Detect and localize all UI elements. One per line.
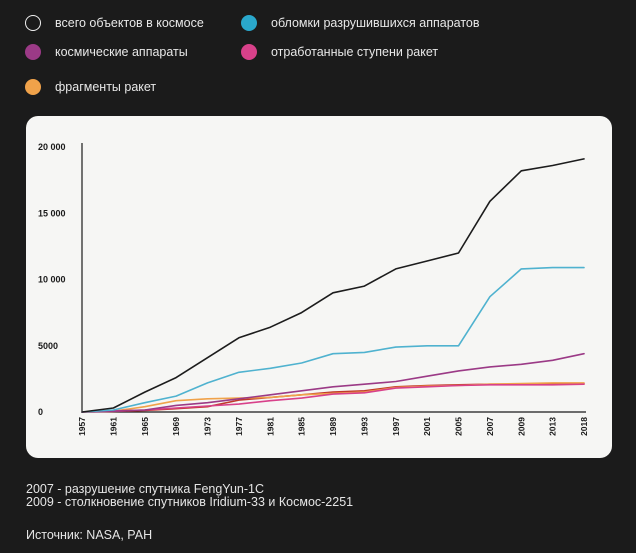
note-2009: 2009 - столкновение спутников Iridium-33…	[26, 495, 354, 509]
y-tick-label: 20 000	[38, 142, 66, 152]
source-note: Источник: NASA, РАН	[26, 528, 153, 542]
legend-item-spacecraft: космические аппараты	[25, 44, 188, 60]
note-2007: 2007 - разрушение спутника FengYun-1C	[26, 482, 264, 496]
legend-swatch-spacecraft	[25, 44, 41, 60]
x-tick-label: 1981	[265, 417, 275, 436]
legend-label-spacecraft: космические аппараты	[55, 45, 188, 59]
x-tick-label: 2018	[579, 417, 589, 436]
x-tick-label: 1993	[359, 417, 369, 436]
series-line	[81, 352, 585, 413]
y-tick-label: 10 000	[38, 275, 66, 285]
x-tick-label: 1989	[328, 417, 338, 436]
x-tick-label: 2001	[422, 417, 432, 436]
x-tick-label: 2009	[516, 417, 526, 436]
line-chart: 20 000 15 000 10 000 5000 0 1957 1961 1965 1969…	[38, 142, 589, 436]
legend-label-debris: обломки разрушившихся аппаратов	[271, 16, 480, 30]
x-tick-label: 1997	[391, 417, 401, 436]
x-tick-label: 2013	[548, 417, 558, 436]
legend-label-total: всего объектов в космосе	[55, 16, 204, 30]
x-tick-label: 1973	[203, 417, 213, 436]
chart-panel: 20 000 15 000 10 000 5000 0 1957 1961 1965 1969…	[26, 116, 612, 458]
legend-label-rocket-bodies: отработанные ступени ракет	[271, 45, 439, 59]
legend-item-rocket-fragments: фрагменты ракет	[25, 79, 156, 95]
x-tick-label: 2007	[485, 417, 495, 436]
x-tick-label: 2005	[454, 417, 464, 436]
y-tick-label: 0	[38, 407, 43, 417]
x-tick-label: 1969	[171, 417, 181, 436]
y-tick-label: 5000	[38, 341, 58, 351]
x-tick-label: 1977	[234, 417, 244, 436]
x-tick-label: 1965	[140, 417, 150, 436]
legend-swatch-debris	[241, 15, 257, 31]
legend-swatch-total	[25, 15, 41, 31]
x-tick-label: 1985	[297, 417, 307, 436]
legend-label-rocket-fragments: фрагменты ракет	[55, 80, 157, 94]
x-tick-label: 1961	[108, 417, 118, 436]
y-tick-label: 15 000	[38, 208, 66, 218]
series-line	[81, 383, 585, 413]
series-line	[81, 158, 585, 413]
legend-item-debris: обломки разрушившихся аппаратов	[241, 15, 480, 31]
legend-swatch-rocket-fragments	[25, 79, 41, 95]
legend-swatch-rocket-bodies	[241, 44, 257, 60]
legend: всего объектов в космосе обломки разруши…	[0, 0, 636, 110]
series-line	[81, 266, 585, 413]
legend-item-total: всего объектов в космосе	[25, 15, 204, 31]
legend-item-rocket-bodies: отработанные ступени ракет	[241, 44, 438, 60]
x-tick-label: 1957	[77, 417, 87, 436]
notes: 2007 - разрушение спутника FengYun-1C 20…	[26, 483, 353, 509]
